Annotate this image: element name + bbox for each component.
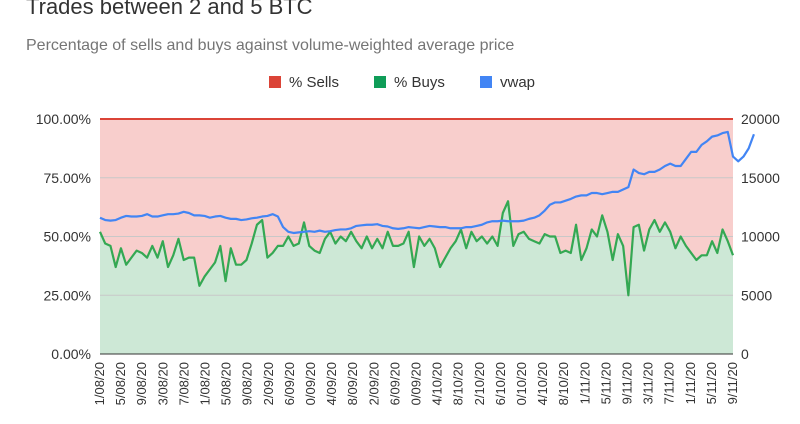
legend-label: % Sells bbox=[289, 74, 339, 91]
legend: % Sells % Buys vwap bbox=[269, 74, 535, 91]
x-tick-label: 6/09/20 bbox=[282, 362, 297, 405]
x-tick-label: 8/10/20 bbox=[556, 362, 571, 405]
x-tick-label: 8/10/20 bbox=[451, 362, 466, 405]
x-tick-label: 9/08/20 bbox=[134, 362, 149, 405]
x-tick-label: 8/09/20 bbox=[345, 362, 360, 405]
x-tick-label: 5/08/20 bbox=[219, 362, 234, 405]
legend-swatch bbox=[269, 76, 281, 88]
y-tick-label-left: 50.00% bbox=[44, 229, 91, 245]
x-tick-label: 4/10/20 bbox=[535, 362, 550, 405]
y-axis-left: 100.00% 75.00% 50.00% 25.00% 0.00% bbox=[36, 111, 91, 362]
x-tick-label: 4/09/20 bbox=[324, 362, 339, 405]
x-tick-label: 2/09/20 bbox=[261, 362, 276, 405]
y-tick-label-left: 25.00% bbox=[44, 287, 91, 303]
buys-area bbox=[100, 201, 733, 354]
y-tick-label-right: 15000 bbox=[741, 170, 780, 186]
x-tick-label: 3/08/20 bbox=[155, 362, 170, 405]
x-tick-label: 0/09/20 bbox=[303, 362, 318, 405]
x-tick-label: 5/11/20 bbox=[598, 362, 613, 404]
x-tick-label: 6/09/20 bbox=[387, 362, 402, 405]
y-axis-right: 20000 15000 10000 5000 0 bbox=[741, 111, 780, 362]
x-tick-label: 9/11/20 bbox=[620, 362, 635, 404]
x-tick-label: 6/10/20 bbox=[493, 362, 508, 405]
line-layer bbox=[98, 118, 755, 297]
y-tick-label-left: 100.00% bbox=[36, 111, 91, 127]
x-tick-label: 9/11/20 bbox=[725, 362, 740, 404]
buys-line bbox=[98, 200, 735, 297]
area-layer bbox=[100, 119, 733, 354]
x-tick-label: 2/09/20 bbox=[366, 362, 381, 405]
x-tick-label: 7/11/20 bbox=[662, 362, 677, 404]
x-tick-label: 3/11/20 bbox=[641, 362, 656, 404]
x-tick-label: 2/10/20 bbox=[472, 362, 487, 405]
y-tick-label-right: 10000 bbox=[741, 229, 780, 245]
x-tick-label: 1/11/20 bbox=[683, 362, 698, 404]
x-tick-label: 5/11/20 bbox=[704, 362, 719, 404]
x-tick-label: 0/09/20 bbox=[409, 362, 424, 405]
chart-title: Trades between 2 and 5 BTC bbox=[26, 0, 313, 19]
x-tick-label: 1/11/20 bbox=[577, 362, 592, 404]
sells-area bbox=[100, 119, 733, 296]
x-tick-label: 0/10/20 bbox=[514, 362, 529, 405]
y-tick-label-left: 75.00% bbox=[44, 170, 91, 186]
y-tick-label-left: 0.00% bbox=[51, 346, 91, 362]
x-tick-label: 5/08/20 bbox=[113, 362, 128, 405]
y-tick-label-right: 5000 bbox=[741, 287, 772, 303]
legend-label: % Buys bbox=[394, 74, 445, 91]
x-axis: 1/08/20 5/08/20 9/08/20 3/08/20 7/08/20 1/08/… bbox=[92, 362, 740, 405]
x-tick-label: 4/10/20 bbox=[430, 362, 445, 405]
legend-swatch bbox=[374, 76, 386, 88]
x-tick-label: 9/08/20 bbox=[240, 362, 255, 405]
legend-swatch bbox=[480, 76, 492, 88]
x-tick-label: 1/08/20 bbox=[92, 362, 107, 405]
vwap-line bbox=[99, 130, 755, 235]
y-tick-label-right: 0 bbox=[741, 346, 749, 362]
legend-label: vwap bbox=[500, 74, 535, 91]
y-tick-label-right: 20000 bbox=[741, 111, 780, 127]
x-tick-label: 1/08/20 bbox=[198, 362, 213, 405]
chart-subtitle: Percentage of sells and buys against vol… bbox=[26, 37, 515, 54]
x-tick-label: 7/08/20 bbox=[176, 362, 191, 405]
